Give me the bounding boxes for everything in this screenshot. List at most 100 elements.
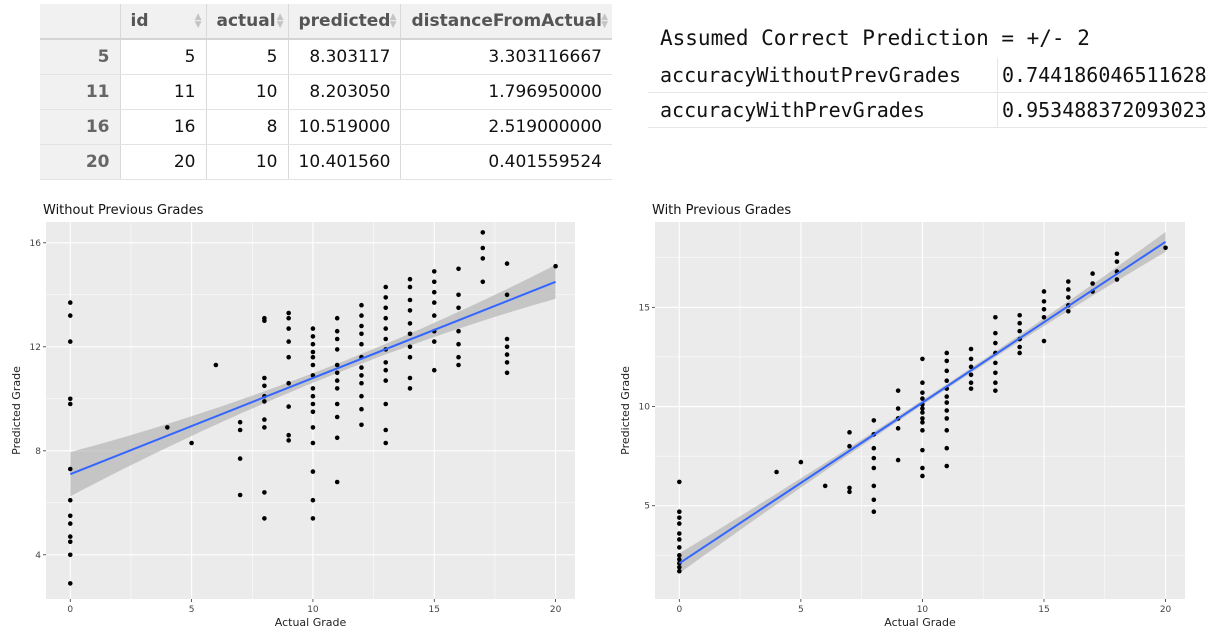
table-row: 20 20 10 10.401560 0.401559524 bbox=[40, 144, 612, 180]
cell-id: 16 bbox=[120, 109, 207, 145]
data-point bbox=[359, 373, 364, 378]
data-point bbox=[944, 378, 950, 384]
data-point bbox=[67, 497, 73, 503]
data-point bbox=[310, 334, 316, 339]
data-point bbox=[359, 341, 364, 347]
data-point bbox=[334, 315, 340, 321]
data-point bbox=[993, 314, 998, 320]
data-point bbox=[310, 425, 316, 430]
data-point bbox=[310, 341, 316, 347]
row-name: 5 bbox=[40, 39, 121, 75]
data-point bbox=[431, 269, 437, 274]
data-point bbox=[480, 230, 486, 235]
data-point bbox=[871, 418, 877, 423]
assumed-correct-label: Assumed Correct Prediction = +/- 2 bbox=[660, 26, 1090, 50]
data-point bbox=[944, 358, 950, 364]
data-point bbox=[1017, 344, 1022, 350]
x-tick-label: 15 bbox=[429, 605, 440, 615]
cell-predicted: 8.203050 bbox=[288, 74, 402, 110]
sort-icon[interactable]: ▲ ▼ bbox=[194, 12, 202, 30]
data-point bbox=[993, 388, 998, 393]
chart-without-previous-grades: Without Previous Grades 0 5 10 15 20 4 8 12 16 Act… bbox=[10, 203, 575, 629]
data-point bbox=[677, 564, 682, 570]
data-point bbox=[895, 457, 901, 463]
data-point bbox=[431, 339, 437, 344]
data-point bbox=[431, 313, 437, 318]
data-point bbox=[383, 401, 389, 407]
accuracy-value: 0.744186046511628 bbox=[996, 58, 1207, 93]
data-point bbox=[944, 408, 950, 413]
column-header-label: predicted bbox=[298, 11, 391, 31]
data-point bbox=[334, 386, 340, 391]
data-point bbox=[968, 364, 974, 370]
column-header-actual[interactable]: actual ▲ ▼ bbox=[206, 4, 289, 40]
data-point bbox=[431, 367, 437, 373]
y-tick-label: 15 bbox=[639, 303, 650, 313]
data-point bbox=[383, 315, 389, 321]
data-point bbox=[480, 245, 486, 251]
data-point bbox=[944, 445, 950, 451]
column-header-distance[interactable]: distanceFromActual ▲ ▼ bbox=[400, 4, 612, 40]
row-name: 20 bbox=[40, 144, 121, 180]
data-point bbox=[677, 553, 682, 558]
data-point bbox=[359, 393, 364, 399]
y-tick-label: 4 bbox=[35, 551, 41, 561]
data-point bbox=[334, 370, 340, 376]
data-point bbox=[944, 400, 950, 405]
data-point bbox=[1041, 338, 1047, 344]
accuracy-table: accuracyWithoutPrevGrades 0.744186046511… bbox=[648, 58, 1207, 128]
data-point bbox=[334, 362, 340, 368]
sort-icon[interactable]: ▲ ▼ bbox=[601, 12, 608, 30]
data-point bbox=[165, 425, 170, 430]
x-tick-label: 20 bbox=[550, 605, 562, 615]
cell-predicted: 10.401560 bbox=[288, 144, 402, 180]
accuracy-value: 0.953488372093023 bbox=[996, 92, 1207, 128]
data-point bbox=[359, 331, 364, 337]
sort-icon[interactable]: ▲ ▼ bbox=[389, 12, 397, 30]
column-header-id[interactable]: id ▲ ▼ bbox=[120, 4, 207, 40]
data-point bbox=[504, 352, 510, 357]
cell-actual: 10 bbox=[206, 74, 289, 110]
data-point bbox=[1066, 287, 1071, 292]
data-point bbox=[67, 521, 73, 526]
data-point bbox=[1090, 281, 1095, 286]
data-point bbox=[1017, 320, 1022, 326]
data-point bbox=[944, 368, 950, 374]
data-point bbox=[456, 328, 461, 334]
data-point bbox=[407, 375, 413, 381]
data-point bbox=[334, 347, 340, 352]
data-point bbox=[1114, 259, 1120, 264]
table-header-row: id ▲ ▼ actual ▲ ▼ predicted ▲ ▼ distanceFromAc… bbox=[40, 4, 612, 40]
data-point bbox=[407, 284, 413, 290]
data-point bbox=[456, 292, 461, 298]
data-point bbox=[456, 362, 461, 368]
data-point bbox=[383, 427, 389, 433]
data-point bbox=[431, 279, 437, 285]
data-point bbox=[968, 356, 974, 362]
cell-predicted: 10.519000 bbox=[288, 109, 402, 145]
sort-icon[interactable]: ▲ ▼ bbox=[276, 12, 284, 30]
confidence-ribbon bbox=[70, 264, 556, 497]
data-point bbox=[262, 315, 267, 321]
data-point bbox=[1066, 308, 1071, 314]
data-point bbox=[67, 581, 73, 586]
data-point bbox=[920, 356, 925, 362]
data-point bbox=[67, 513, 73, 519]
accuracy-label: accuracyWithoutPrevGrades bbox=[648, 58, 998, 93]
data-point bbox=[871, 483, 877, 489]
y-tick-label: 10 bbox=[639, 403, 651, 413]
data-point bbox=[895, 426, 901, 431]
data-point bbox=[262, 425, 267, 430]
y-axis-title: Predicted Grade bbox=[619, 366, 632, 455]
data-point bbox=[822, 483, 828, 489]
data-point bbox=[920, 396, 925, 401]
data-point bbox=[871, 445, 877, 451]
table-row: 16 16 8 10.519000 2.519000000 bbox=[40, 109, 612, 145]
data-point bbox=[677, 521, 682, 526]
cell-id: 5 bbox=[120, 39, 207, 75]
cell-distance: 0.401559524 bbox=[400, 144, 612, 180]
chart-with-previous-grades: With Previous Grades 0 5 10 15 20 5 10 15 Actual … bbox=[619, 203, 1185, 629]
data-point bbox=[944, 428, 950, 433]
column-header-predicted[interactable]: predicted ▲ ▼ bbox=[288, 4, 402, 40]
data-point bbox=[968, 372, 974, 378]
